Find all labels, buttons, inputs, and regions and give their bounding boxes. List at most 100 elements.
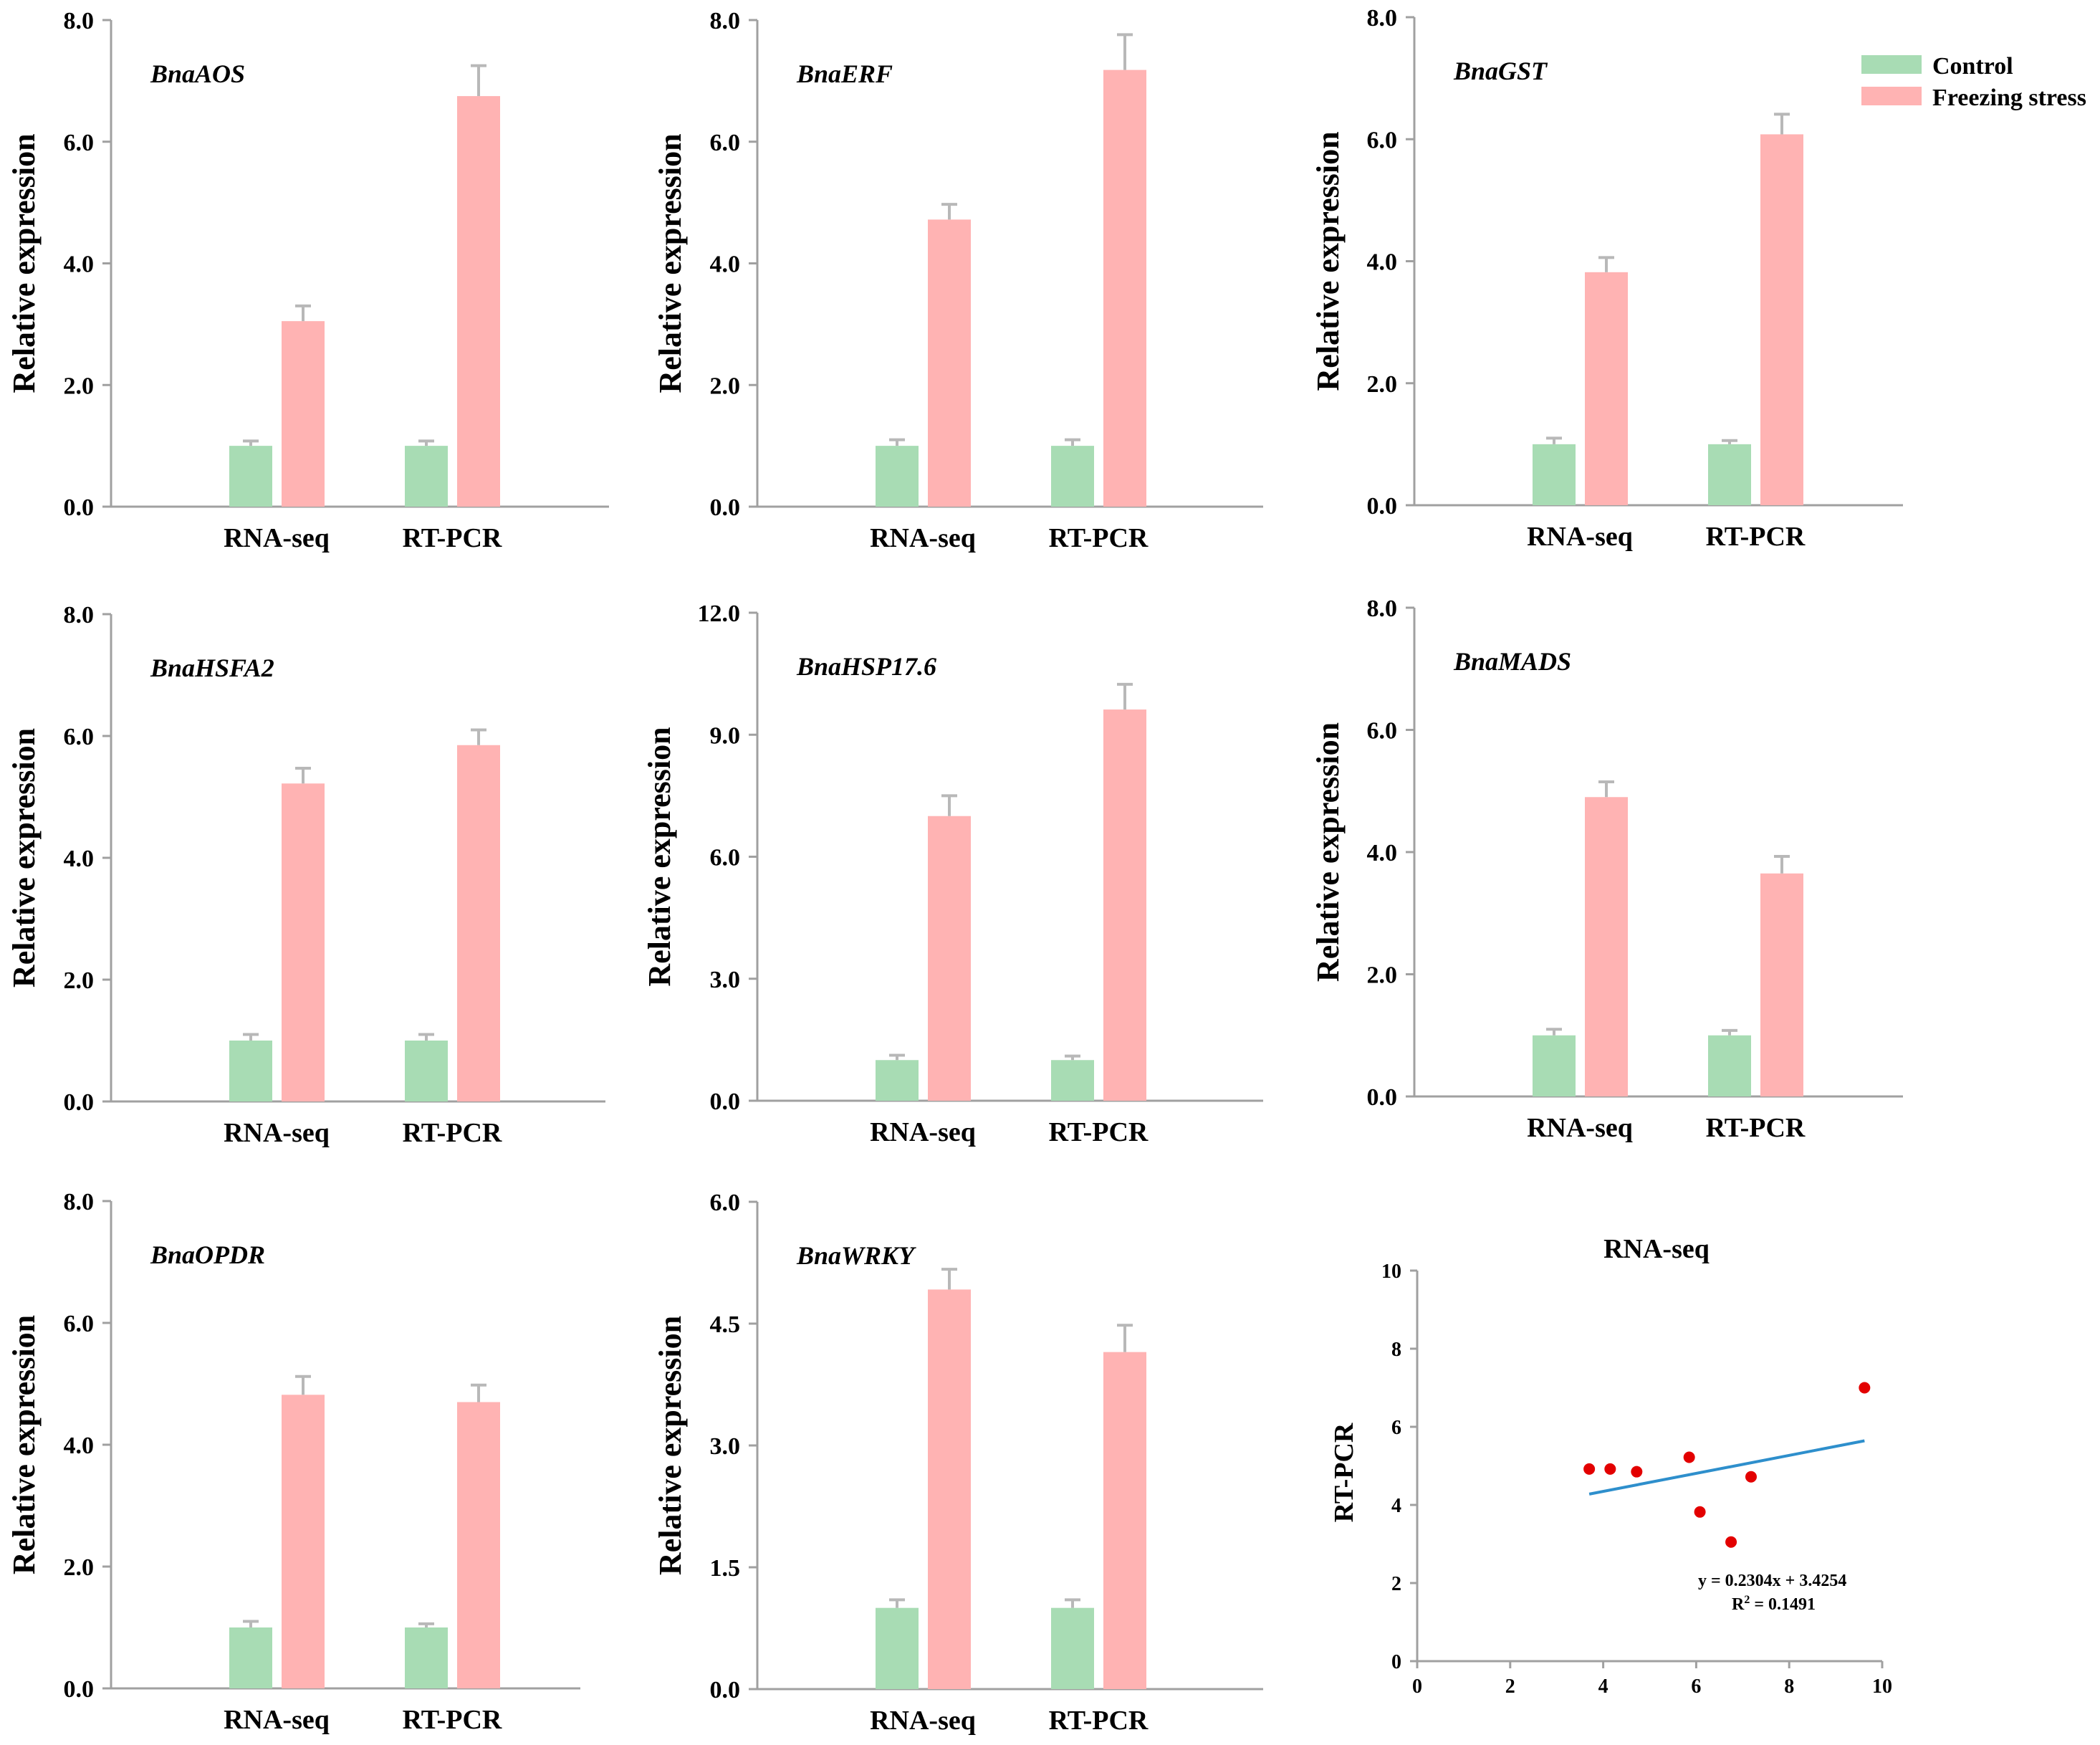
legend-label-freezing-stress: Freezing stress [1932, 85, 2086, 111]
bar-freezing-stress-rna-seq [928, 816, 971, 1101]
y-tick-label: 6.0 [64, 130, 95, 156]
scatter-x-tick-label: 0 [1412, 1675, 1422, 1698]
bar-freezing-stress-rt-pcr [1760, 873, 1803, 1096]
category-label: RT-PCR [1049, 1117, 1149, 1147]
bar-control-rna-seq [229, 1041, 272, 1101]
y-tick-label: 8.0 [64, 8, 95, 34]
y-tick-label: 2.0 [64, 967, 95, 994]
bar-control-rna-seq [876, 446, 919, 507]
bar-control-rt-pcr [405, 446, 448, 507]
scatter-y-tick-label: 6 [1391, 1417, 1401, 1439]
bar-freezing-stress-rna-seq [282, 1395, 325, 1688]
scatter-point [1583, 1463, 1596, 1475]
gene-label: BnaAOS [150, 59, 245, 88]
category-label: RNA-seq [1527, 522, 1633, 552]
scatter-x-tick-label: 2 [1505, 1675, 1515, 1698]
y-axis-label: Relative expression [653, 133, 688, 393]
y-tick-label: 4.0 [64, 846, 95, 872]
bar-freezing-stress-rt-pcr [1103, 70, 1146, 507]
bar-control-rt-pcr [405, 1627, 448, 1688]
y-tick-label: 0.0 [64, 1676, 95, 1703]
y-tick-label: 6.0 [710, 130, 741, 156]
gene-label: BnaOPDR [150, 1240, 265, 1269]
scatter-y-tick-label: 0 [1391, 1651, 1401, 1673]
legend-label-control: Control [1932, 53, 2013, 80]
bar-control-rt-pcr [405, 1041, 448, 1101]
bar-freezing-stress-rna-seq [282, 321, 325, 507]
scatter-point [1694, 1506, 1706, 1518]
category-label: RT-PCR [403, 523, 502, 553]
legend-swatch-control [1861, 55, 1922, 74]
y-axis-label: Relative expression [1310, 131, 1346, 391]
legend: Control Freezing stress [1861, 53, 2086, 111]
y-tick-label: 8.0 [64, 1189, 95, 1215]
y-tick-label: 6.0 [64, 1311, 95, 1337]
bar-freezing-stress-rna-seq [282, 783, 325, 1101]
category-label: RNA-seq [224, 1705, 330, 1735]
category-label: RNA-seq [870, 1117, 976, 1147]
y-tick-label: 6.0 [710, 845, 741, 871]
bar-control-rt-pcr [1051, 1060, 1094, 1101]
scatter-x-tick-label: 4 [1598, 1675, 1608, 1698]
scatter-y-tick-label: 8 [1391, 1339, 1401, 1361]
bar-panel-bnahsp17-6: 0.0 3.0 6.0 9.0 12.0 Relative expression BnaHS… [642, 601, 1263, 1147]
y-tick-label: 0.0 [710, 1089, 741, 1115]
bar-freezing-stress-rna-seq [928, 1289, 971, 1689]
y-tick-label: 8.0 [1367, 5, 1398, 32]
y-axis-label: Relative expression [6, 1315, 42, 1574]
bar-control-rna-seq [1533, 1035, 1576, 1096]
trendline [1588, 1439, 1865, 1496]
bar-freezing-stress-rt-pcr [457, 1402, 500, 1688]
bar-control-rt-pcr [1051, 1607, 1094, 1689]
scatter-y-tick-label: 10 [1381, 1261, 1401, 1283]
y-tick-label: 3.0 [710, 1433, 741, 1460]
y-tick-label: 0.0 [1367, 493, 1398, 520]
bar-control-rna-seq [876, 1060, 919, 1101]
scatter-point [1631, 1466, 1643, 1478]
bar-panel-bnamads: 0.0 2.0 4.0 6.0 8.0 Relative expression BnaMAD… [1310, 596, 1903, 1143]
gene-label: BnaHSFA2 [150, 654, 274, 682]
scatter-y-tick-label: 4 [1391, 1495, 1401, 1517]
category-label: RNA-seq [870, 1706, 976, 1736]
bar-freezing-stress-rt-pcr [1103, 1352, 1146, 1689]
y-tick-label: 4.0 [1367, 840, 1398, 866]
y-axis-label: Relative expression [6, 133, 42, 393]
scatter-panel: 0 2 4 6 8 10 0 2 4 6 8 10 RNA-seq RT-PCR y = 0.2304x +… [1329, 1234, 1892, 1698]
category-label: RT-PCR [403, 1705, 502, 1735]
bar-panel-bnaopdr: 0.0 2.0 4.0 6.0 8.0 Relative expression BnaOPD… [6, 1189, 580, 1735]
scatter-y-label: RT-PCR [1329, 1423, 1359, 1522]
category-label: RT-PCR [1706, 522, 1806, 552]
scatter-point [1725, 1536, 1737, 1548]
category-label: RNA-seq [870, 523, 976, 553]
category-label: RT-PCR [1706, 1113, 1806, 1143]
bar-freezing-stress-rt-pcr [1760, 134, 1803, 505]
y-tick-label: 2.0 [1367, 962, 1398, 989]
scatter-point [1683, 1451, 1695, 1463]
y-tick-label: 4.0 [710, 252, 741, 278]
category-label: RT-PCR [1049, 523, 1149, 553]
scatter-point [1859, 1382, 1871, 1394]
y-tick-label: 0.0 [710, 1677, 741, 1703]
category-label: RT-PCR [403, 1118, 502, 1148]
regression-equation: y = 0.2304x + 3.4254 [1698, 1572, 1846, 1590]
bar-panel-bnahsfa2: 0.0 2.0 4.0 6.0 8.0 Relative expression BnaHSF… [6, 602, 605, 1148]
bar-panel-bnaaos: 0.0 2.0 4.0 6.0 8.0 Relative expression BnaAOS… [6, 8, 609, 553]
bar-freezing-stress-rt-pcr [457, 745, 500, 1101]
bar-freezing-stress-rt-pcr [457, 96, 500, 507]
y-tick-label: 4.5 [710, 1311, 741, 1338]
y-tick-label: 2.0 [64, 1554, 95, 1581]
scatter-x-tick-label: 8 [1784, 1675, 1794, 1698]
scatter-x-tick-label: 10 [1872, 1675, 1892, 1698]
bar-control-rt-pcr [1708, 444, 1751, 505]
category-label: RT-PCR [1049, 1706, 1149, 1736]
y-tick-label: 2.0 [64, 373, 95, 399]
scatter-point [1745, 1471, 1757, 1483]
y-tick-label: 8.0 [710, 8, 741, 34]
y-tick-label: 2.0 [710, 373, 741, 399]
y-tick-label: 6.0 [1367, 718, 1398, 745]
category-label: RNA-seq [224, 1118, 330, 1148]
bar-control-rt-pcr [1051, 446, 1094, 507]
y-tick-label: 6.0 [64, 724, 95, 750]
y-tick-label: 0.0 [710, 494, 741, 521]
